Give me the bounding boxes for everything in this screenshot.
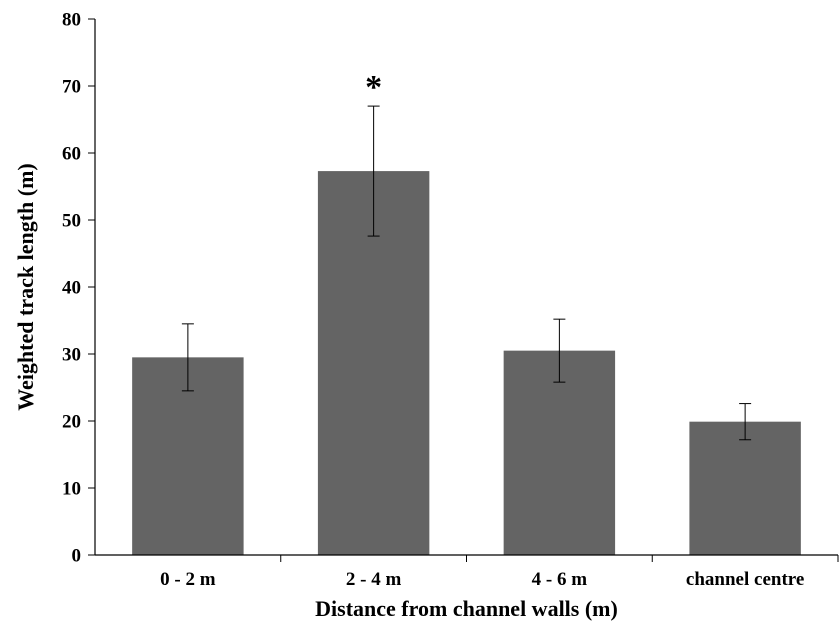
error-bar [553,318,566,383]
y-tick-label: 10 [62,479,81,500]
y-tick-label: 60 [62,144,81,165]
x-tick-label: channel centre [686,569,804,590]
bar [503,350,616,555]
x-tick-label: 2 - 4 m [346,569,402,590]
y-tick-label: 0 [72,546,82,567]
error-bars [181,105,752,441]
x-tick-label: 4 - 6 m [532,569,588,590]
x-tick-label: 0 - 2 m [160,569,216,590]
annotations: * [365,69,382,106]
y-tick-label: 40 [62,278,81,299]
significance-asterisk: * [365,69,382,106]
x-axis-tick-labels: 0 - 2 m 2 - 4 m 4 - 6 m channel centre [160,555,839,590]
y-tick-label: 20 [62,412,81,433]
error-bar [739,403,752,441]
y-tick-label: 50 [62,211,81,232]
y-tick-label: 30 [62,345,81,366]
y-tick-label: 70 [62,77,81,98]
bars [132,171,801,555]
y-axis-title: Weighted track length (m) [13,163,38,410]
error-bar [181,323,194,392]
y-tick-label: 80 [62,10,81,31]
y-axis-ticks: 0 10 20 30 40 50 60 70 80 [62,10,95,567]
bar [689,421,801,555]
error-bar [367,105,380,237]
x-axis-title: Distance from channel walls (m) [315,596,618,621]
